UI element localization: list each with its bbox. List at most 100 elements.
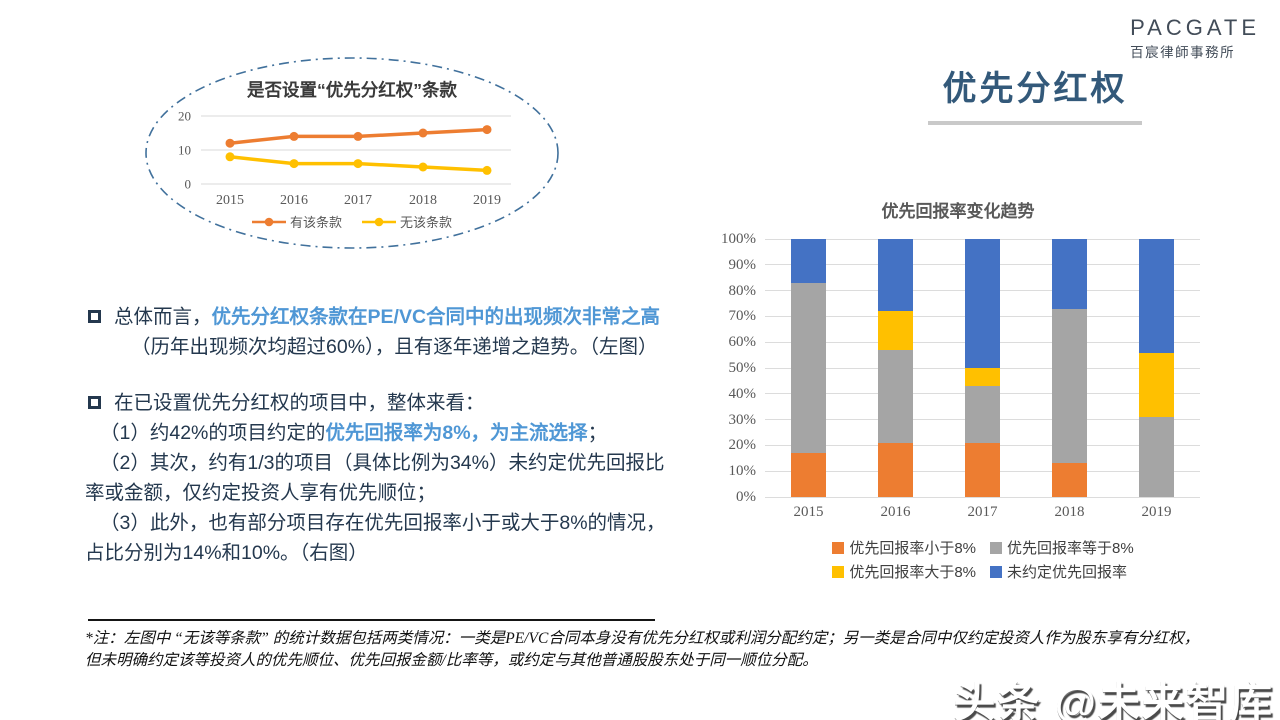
- page-title-block: 优先分红权: [928, 66, 1142, 125]
- data-point: [353, 159, 363, 169]
- bar-segment: [791, 239, 826, 283]
- text-segment: 在已设置优先分红权的项目中，整体来看：: [114, 392, 485, 414]
- legend-item: 优先回报率小于8%: [832, 537, 976, 558]
- footnote-rule: [88, 619, 655, 621]
- y-axis-tick-label: 10%: [728, 463, 757, 480]
- page-title: 优先分红权: [942, 70, 1128, 108]
- paragraph-spacer: [85, 362, 677, 388]
- x-axis-tick-label: 2019: [473, 193, 501, 208]
- bar-segment: [878, 349, 913, 443]
- gridline: [765, 496, 1200, 498]
- bar-chart-plot: 0% 10% 20% 30% 40% 50% 60% 70% 80% 90% 100%: [721, 231, 1200, 505]
- legend-swatch-icon: [832, 541, 845, 554]
- bar-segment: [878, 311, 913, 350]
- gridline: [765, 238, 1200, 240]
- bar-column: [791, 239, 826, 497]
- bar-column: [1139, 239, 1174, 497]
- data-point: [289, 131, 299, 141]
- y-axis-tick-label: 80%: [728, 282, 757, 299]
- data-point: [482, 165, 492, 175]
- x-axis-tick-label: 2018: [1054, 504, 1085, 520]
- x-axis-tick-label: 2016: [880, 504, 911, 520]
- paragraph: （1）约42%的项目约定的优先回报率为8%，为主流选择；: [85, 418, 677, 448]
- line-chart-title: 是否设置“优先分红权”条款: [247, 80, 457, 100]
- text-segment: （3）此外，也有部分项目存在优先回报率小于或大于8%的情况，占比分别为14%和1…: [85, 512, 666, 564]
- x-axis-tick-label: 2018: [409, 193, 437, 208]
- bar-segment: [878, 239, 913, 312]
- data-point: [225, 138, 235, 148]
- highlight-text: 优先回报率为8%，为主流选择: [325, 422, 588, 444]
- legend-item: 有该条款: [251, 212, 342, 231]
- analysis-text-section: 总体而言，优先分红权条款在PE/VC合同中的出现频次非常之高 （历年出现频次均超过…: [85, 302, 677, 568]
- y-axis-tick-label: 70%: [728, 308, 757, 325]
- bar-segment: [1052, 308, 1087, 464]
- y-axis-tick-label: 0: [185, 177, 192, 192]
- title-underline: [928, 121, 1142, 125]
- legend-item: 优先回报率等于8%: [990, 537, 1134, 558]
- text-segment: （2）其次，约有1/3的项目（具体比例为34%）未约定优先回报比率或金额，仅约定…: [85, 452, 665, 504]
- text-segment: （1）约42%的项目约定的: [100, 422, 326, 444]
- data-point: [418, 128, 428, 138]
- y-axis-tick-label: 10: [178, 143, 191, 158]
- paragraph-text: 在已设置优先分红权的项目中，整体来看：: [114, 388, 485, 418]
- bar-segment: [878, 442, 913, 497]
- data-point: [289, 159, 299, 169]
- x-axis-tick-label: 2015: [793, 504, 824, 520]
- legend-label: 有该条款: [289, 215, 342, 230]
- paragraph: （3）此外，也有部分项目存在优先回报率小于或大于8%的情况，占比分别为14%和1…: [85, 508, 677, 568]
- bar-chart-legend: 优先回报率小于8% 优先回报率等于8% 优先回报率大于8% 未约定优先回报率: [758, 537, 1208, 582]
- bar-segment: [965, 386, 1000, 443]
- data-point: [353, 131, 363, 141]
- legend-label: 优先回报率大于8%: [849, 564, 976, 581]
- bar-segment: [1139, 417, 1174, 497]
- line-chart-legend: 有该条款 无该条款: [143, 212, 561, 231]
- footnote-text: *注：左图中 “无该等条款” 的统计数据包括两类情况：一类是PE/VC合同本身没…: [85, 630, 1200, 669]
- data-point: [225, 152, 235, 162]
- y-axis-tick-label: 50%: [728, 360, 757, 376]
- legend-item: 优先回报率大于8%: [832, 561, 976, 582]
- y-axis-tick-label: 20%: [728, 437, 757, 454]
- paragraph: （2）其次，约有1/3的项目（具体比例为34%）未约定优先回报比率或金额，仅约定…: [85, 448, 677, 508]
- bar-column: [1052, 239, 1087, 497]
- legend-label: 无该条款: [400, 215, 453, 230]
- data-point: [482, 125, 492, 135]
- bar-chart-x-axis: 2015 2016 2017 2018 2019: [765, 504, 1200, 521]
- bar-column: [878, 239, 913, 497]
- bar-segment: [965, 239, 1000, 369]
- legend-line-marker-icon: [251, 217, 286, 226]
- bullet-square-icon: [88, 396, 101, 409]
- bar-segment: [965, 368, 1000, 387]
- x-axis-tick-label: 2017: [967, 504, 998, 520]
- data-point: [418, 162, 428, 172]
- bar-segment: [1052, 239, 1087, 309]
- x-axis-tick-label: 2016: [280, 193, 308, 208]
- y-axis-tick-label: 90%: [728, 256, 757, 273]
- line-chart-plot: 0 10 20 2015 2016 2017 2018 2019: [178, 109, 511, 208]
- legend-swatch-icon: [832, 565, 845, 578]
- dashed-ellipse-border: [145, 57, 559, 249]
- highlight-text: 优先分红权条款在PE/VC合同中的出现频次非常之高: [211, 306, 661, 328]
- paragraph: 总体而言，优先分红权条款在PE/VC合同中的出现频次非常之高: [85, 302, 677, 332]
- x-axis-tick-label: 2019: [1141, 504, 1172, 520]
- legend-item: 未约定优先回报率: [990, 561, 1134, 582]
- bar-segment: [791, 453, 826, 497]
- text-segment: ；: [587, 422, 608, 444]
- logo: PACGATE 百宸律師事務所: [1130, 16, 1260, 61]
- x-axis-tick-label: 2017: [344, 193, 372, 208]
- bar-column: [965, 239, 1000, 497]
- paragraph: 在已设置优先分红权的项目中，整体来看：: [85, 388, 677, 418]
- legend-swatch-icon: [990, 565, 1002, 578]
- bullet-square-icon: [88, 310, 101, 323]
- legend-label: 优先回报率等于8%: [1007, 540, 1134, 557]
- legend-label: 优先回报率小于8%: [849, 540, 976, 557]
- bar-segment: [1139, 239, 1174, 353]
- paragraph: （历年出现频次均超过60%），且有逐年递增之趋势。（左图）: [85, 332, 677, 362]
- y-axis-tick-label: 30%: [728, 411, 757, 428]
- x-axis-tick-label: 2015: [216, 193, 244, 208]
- bar-segment: [965, 442, 1000, 497]
- watermark: 头条 @未来智库: [953, 679, 1274, 720]
- legend-item: 无该条款: [362, 212, 452, 231]
- paragraph-text: 总体而言，优先分红权条款在PE/VC合同中的出现频次非常之高: [114, 302, 660, 332]
- right-bar-chart: 优先回报率变化趋势 0% 10% 20% 30% 40% 50% 60% 70% 80% 90% 1…: [708, 197, 1208, 582]
